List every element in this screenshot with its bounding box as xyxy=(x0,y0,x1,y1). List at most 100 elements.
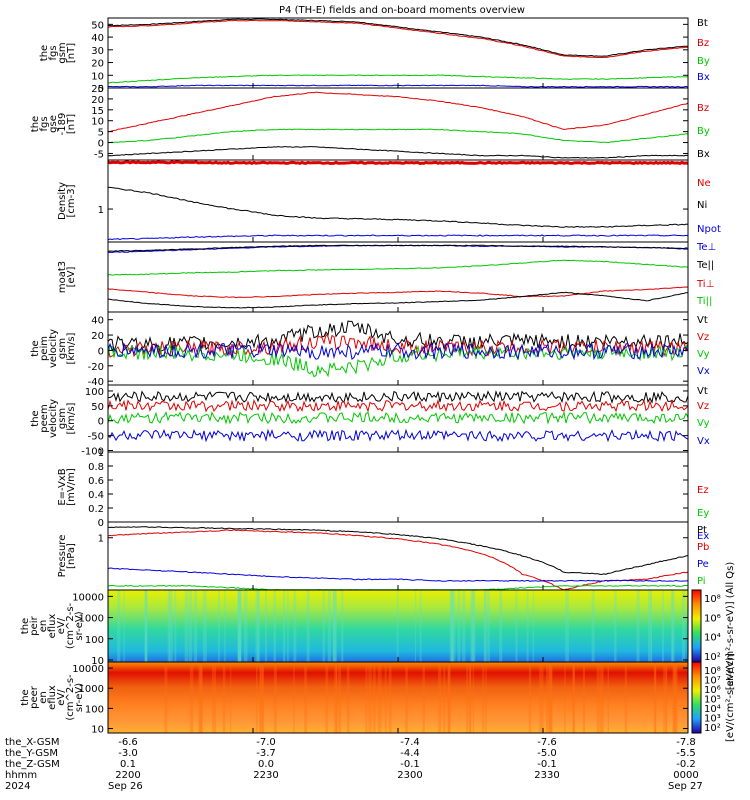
y-axis-label: -189 xyxy=(57,113,68,136)
y-tick-label: 10 xyxy=(91,725,104,736)
heatmap-streak xyxy=(648,590,652,662)
heatmap-streak xyxy=(636,590,640,662)
series-line xyxy=(107,529,689,591)
legend-entry: Bx xyxy=(697,149,710,160)
heatmap-streak xyxy=(682,590,686,662)
panel-8: Pt Pb Pe Pi 1 Pressure[nPa] xyxy=(57,521,709,591)
footer-value: 2200 xyxy=(115,770,140,781)
series-line xyxy=(107,286,689,299)
heatmap-streak xyxy=(532,590,535,662)
y-tick-label: 50 xyxy=(91,20,104,31)
heatmap-streak xyxy=(259,662,262,733)
series-line xyxy=(107,160,689,166)
legend-entry: Vx xyxy=(697,366,710,377)
y-tick-label: 0 xyxy=(98,346,104,357)
heatmap-streak xyxy=(193,590,198,662)
heatmap-streak xyxy=(572,662,575,733)
panel-frame xyxy=(107,241,689,313)
y-axis-label: peem xyxy=(39,404,50,432)
heatmap-fill xyxy=(108,590,688,662)
panel-frame xyxy=(107,159,689,243)
footer-value: -0.1 xyxy=(400,759,420,770)
series-line xyxy=(107,344,689,378)
y-tick-label: 20 xyxy=(91,95,104,106)
heatmap-streak xyxy=(582,662,585,733)
y-axis-label: sr-eV) xyxy=(74,683,85,712)
y-tick-label: 10000 xyxy=(72,592,104,603)
heatmap-streak xyxy=(671,590,675,662)
legend-entry: Ne xyxy=(697,178,711,189)
heatmap-streak xyxy=(462,590,466,662)
y-tick-label: -40 xyxy=(88,377,104,388)
heatmap-streak xyxy=(487,590,490,662)
heatmap-streak xyxy=(377,662,382,733)
legend-entry: Vz xyxy=(697,401,709,412)
y-axis-label: [nT] xyxy=(66,43,77,63)
y-axis-label: en xyxy=(38,620,49,633)
footer-row-label: hhmm xyxy=(5,770,37,781)
y-tick-label: 1000 xyxy=(79,684,104,695)
heatmap-streak xyxy=(341,590,344,662)
heatmap-streak xyxy=(334,662,338,733)
heatmap-streak xyxy=(422,662,425,733)
footer-value: -5.5 xyxy=(676,748,696,759)
heatmap-streak xyxy=(515,590,518,662)
footer-date-end: Sep 27 xyxy=(668,781,703,792)
series-line xyxy=(107,244,689,252)
series-line xyxy=(107,128,689,144)
y-tick-label: 5 xyxy=(98,128,104,139)
series-line xyxy=(107,18,688,57)
heatmap-streak xyxy=(419,590,422,662)
heatmap-streak xyxy=(653,662,657,733)
heatmap-streak xyxy=(607,662,609,733)
heatmap-streak xyxy=(415,590,417,662)
heatmap-streak xyxy=(265,590,267,662)
heatmap-streak xyxy=(599,662,603,733)
heatmap-streak xyxy=(255,590,259,662)
panel-3: Ne Ni Npot 1 Density[cm-3] xyxy=(57,159,721,243)
heatmap-streak xyxy=(674,662,678,733)
heatmap-streak xyxy=(346,662,350,733)
y-tick-label: 40 xyxy=(91,316,104,327)
y-tick-label: 0 xyxy=(98,518,104,529)
y-tick-label: 0 xyxy=(98,139,104,150)
series-line xyxy=(107,390,689,405)
y-tick-label: 0 xyxy=(98,417,104,428)
y-tick-label: 10 xyxy=(91,71,104,82)
colorbar-tick: 10³ xyxy=(704,714,721,725)
heatmap-streak xyxy=(243,590,248,662)
footer-value: 2330 xyxy=(534,770,559,781)
panel-6: Vt Vz Vy Vx -100 -50 0 50 100 thepeemvelocitygsm[… xyxy=(30,384,710,458)
y-axis-label: peim xyxy=(39,336,50,361)
heatmap-streak xyxy=(654,662,657,733)
heatmap-streak xyxy=(602,662,604,733)
legend-entry: Ti|| xyxy=(696,296,712,307)
heatmap-streak xyxy=(212,662,214,733)
heatmap-streak xyxy=(322,590,325,662)
panel-frame xyxy=(107,451,689,523)
heatmap-streak xyxy=(255,662,258,733)
y-axis-label: en xyxy=(38,691,49,704)
colorbar-label: [eV/(cm²-s-sr-eV)] xyxy=(725,653,736,742)
series-line xyxy=(107,428,689,443)
heatmap-streak xyxy=(365,662,368,733)
y-axis-label: [km/s] xyxy=(66,332,77,364)
heatmap-streak xyxy=(283,590,286,662)
heatmap-streak xyxy=(650,590,652,662)
y-tick-label: 40 xyxy=(91,33,104,44)
legend-entry: Npot xyxy=(697,224,721,235)
series-line xyxy=(107,341,689,361)
series-line xyxy=(107,74,689,84)
y-axis-label: peer xyxy=(29,685,40,709)
heatmap-streak xyxy=(273,662,277,733)
y-axis-label: E=-VxB xyxy=(57,468,68,505)
footer-value: -7.6 xyxy=(537,737,557,748)
heatmap-streak xyxy=(202,590,207,662)
heatmap-streak xyxy=(117,590,121,662)
heatmap-streak xyxy=(306,590,310,662)
footer-value: -7.0 xyxy=(256,737,276,748)
heatmap-streak xyxy=(469,662,471,733)
y-tick-label: 20 xyxy=(91,331,104,342)
heatmap-streak xyxy=(663,662,667,733)
